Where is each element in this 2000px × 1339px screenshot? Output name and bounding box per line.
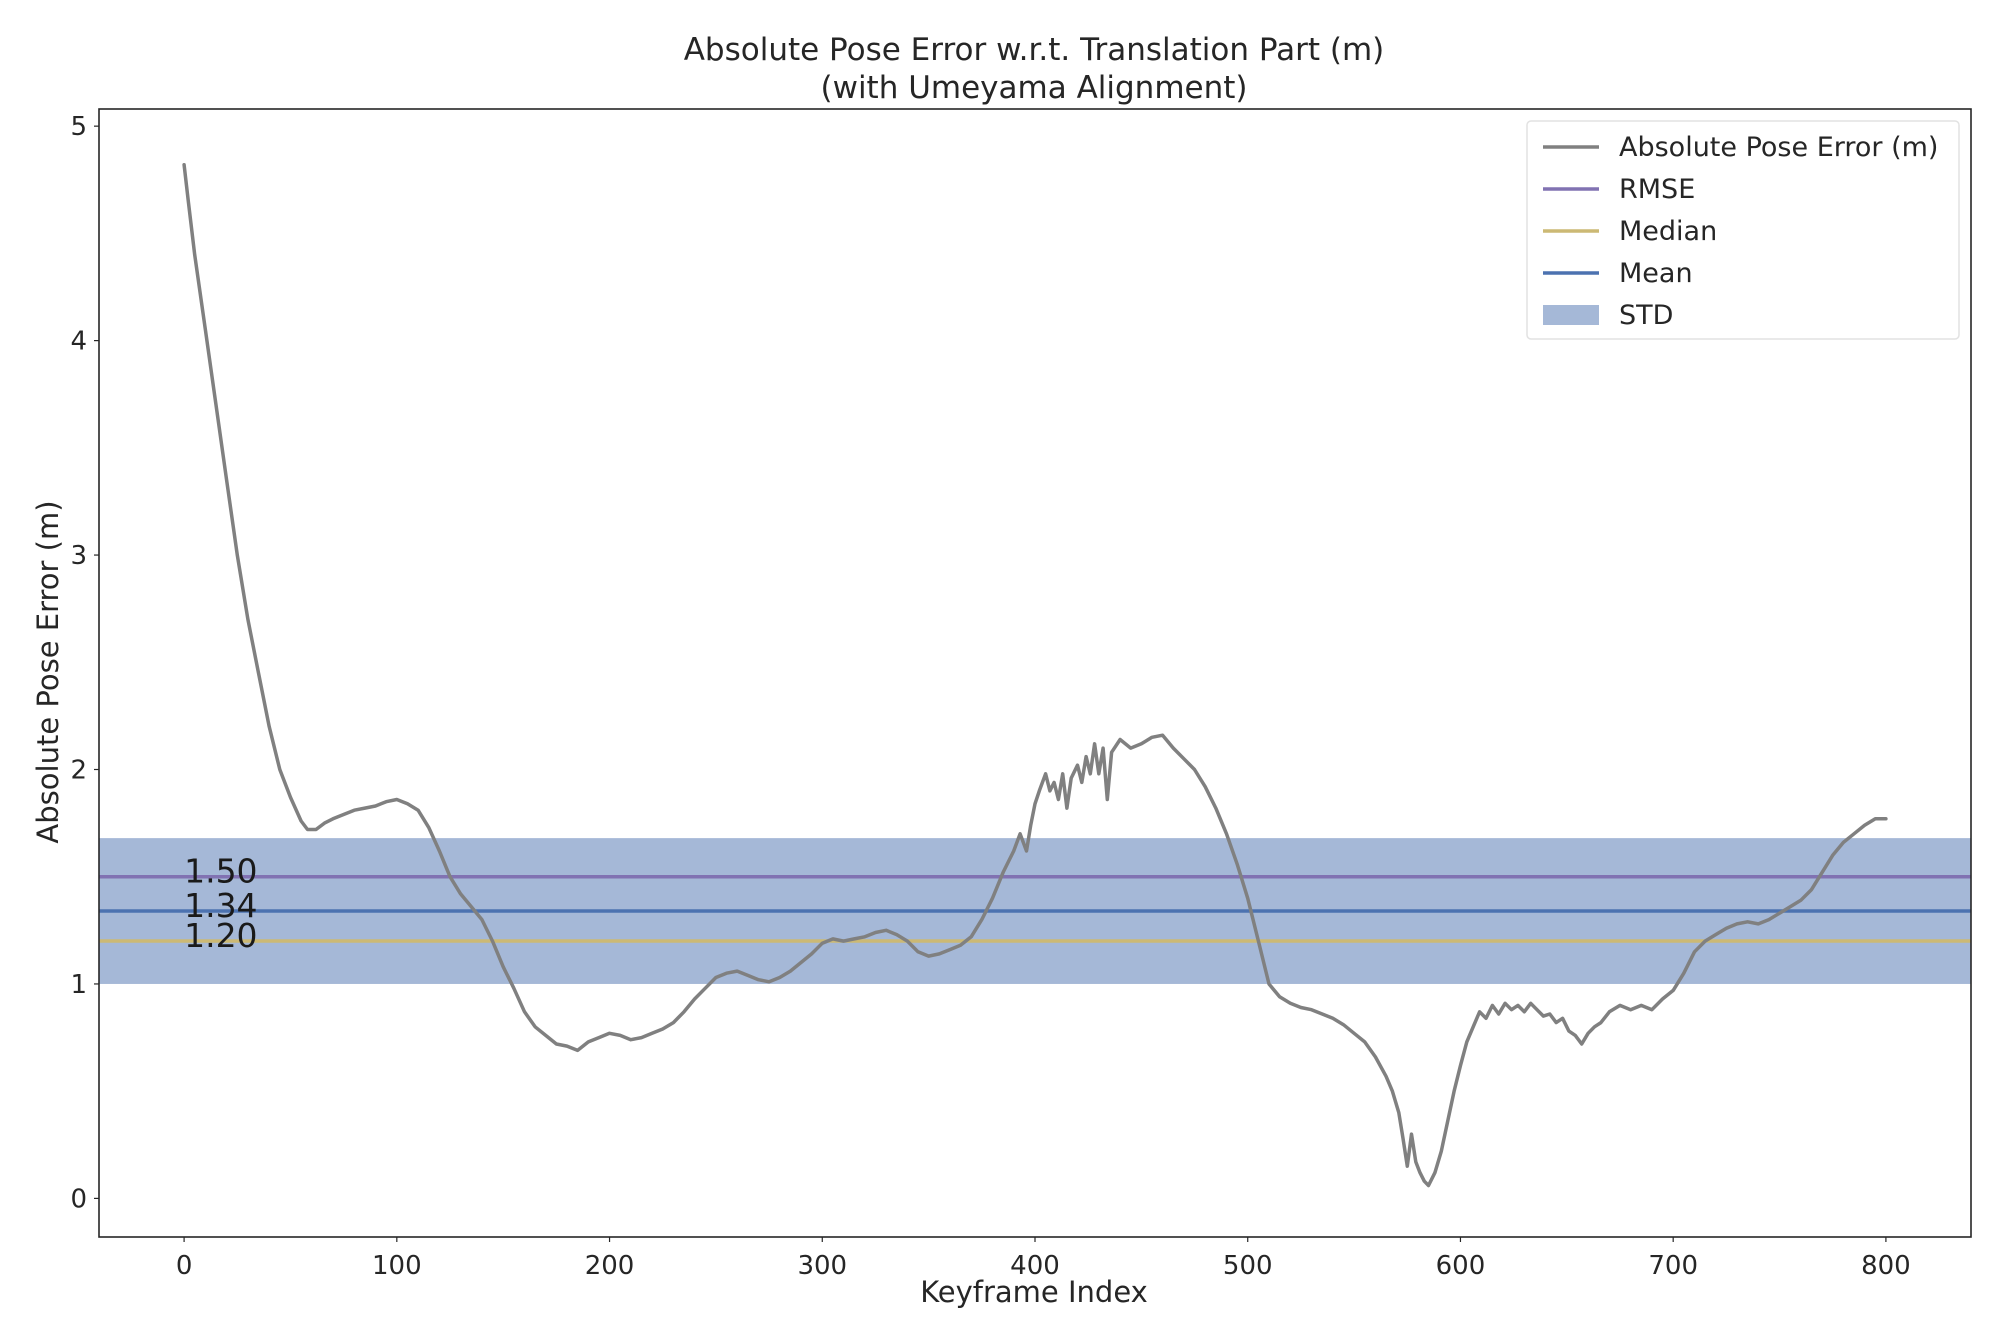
- legend-box: [1526, 120, 1960, 340]
- x-axis-label: Keyframe Index: [920, 1275, 1148, 1309]
- x-tick-label: 300: [797, 1251, 847, 1281]
- legend-label: Mean: [1619, 258, 1693, 289]
- x-tick-label: 400: [1010, 1251, 1060, 1281]
- median-value-label: 1.20: [184, 916, 257, 955]
- y-tick-label: 5: [70, 112, 87, 142]
- legend-label: Median: [1619, 216, 1717, 247]
- series-layer: [182, 163, 1888, 1188]
- x-tick-label: 100: [372, 1251, 422, 1281]
- y-tick-label: 2: [70, 756, 87, 786]
- legend-label: RMSE: [1619, 174, 1695, 205]
- stat-lines-layer: 1.50 1.201.34: [99, 852, 1971, 955]
- y-axis-label: Absolute Pose Error (m): [31, 500, 65, 843]
- series-line-ape: [182, 163, 1888, 1188]
- x-tick-label: 600: [1436, 1251, 1486, 1281]
- legend-items: Absolute Pose Error (m) RMSE Median Mean STD: [1543, 132, 1938, 331]
- y-tick-label: 3: [70, 541, 87, 571]
- x-tick-label: 700: [1648, 1251, 1698, 1281]
- x-tick-label: 800: [1861, 1251, 1911, 1281]
- x-tick-label: 200: [585, 1251, 635, 1281]
- mean-value-label: 1.34: [184, 886, 257, 925]
- y-tick-label: 1: [70, 970, 87, 1000]
- y-tick-label: 4: [70, 327, 87, 357]
- legend-label: STD: [1619, 300, 1673, 331]
- x-tick-label: 0: [176, 1251, 193, 1281]
- legend: Absolute Pose Error (m) RMSE Median Mean STD: [1526, 120, 1960, 340]
- chart-subtitle: (with Umeyama Alignment): [821, 70, 1248, 106]
- y-axis-ticks: 0 1 2 3 4 5: [70, 112, 99, 1214]
- x-tick-label: 500: [1223, 1251, 1273, 1281]
- legend-swatch-std: [1543, 305, 1599, 325]
- y-tick-label: 0: [70, 1184, 87, 1214]
- legend-label: Absolute Pose Error (m): [1619, 132, 1938, 163]
- plot-area: 1.50 1.201.34: [98, 108, 1972, 1238]
- x-axis-ticks: 0 100 200 300 400 500 600 700 800: [176, 1237, 1911, 1281]
- chart-title: Absolute Pose Error w.r.t. Translation P…: [684, 32, 1385, 68]
- rmse-value-label: 1.50: [184, 852, 257, 891]
